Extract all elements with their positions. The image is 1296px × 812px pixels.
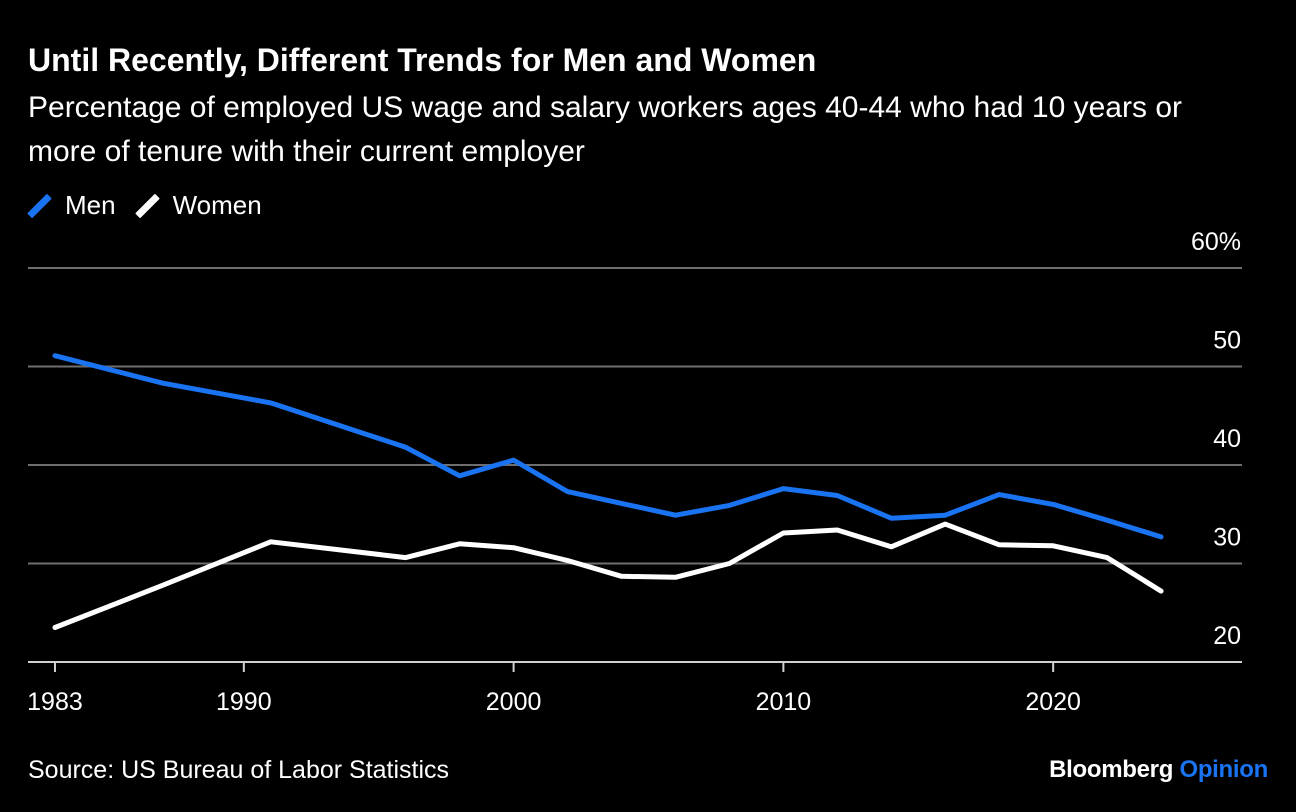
chart-subtitle: Percentage of employed US wage and salar… <box>28 91 1182 168</box>
x-tick-label: 2020 <box>1025 688 1081 716</box>
brand-name: Bloomberg <box>1049 756 1174 783</box>
chart-legend: Men Women <box>27 190 284 221</box>
legend-item-women: Women <box>134 190 262 221</box>
series-line-women <box>52 521 1164 630</box>
brand-accent: Opinion <box>1179 756 1268 783</box>
x-tick-label: 2010 <box>756 688 812 716</box>
chart-title: Until Recently, Different Trends for Men… <box>28 42 817 78</box>
y-tick-label: 40 <box>1213 425 1241 453</box>
x-tick-label: 1990 <box>216 688 272 716</box>
series-line-men <box>52 353 1164 540</box>
legend-label-men: Men <box>65 190 116 220</box>
y-tick-label: 30 <box>1213 524 1241 552</box>
brand-logo: Bloomberg Opinion <box>1049 756 1268 784</box>
x-tick-label: 2000 <box>486 688 542 716</box>
x-tick-label: 1983 <box>27 688 83 716</box>
y-tick-label: 50 <box>1213 327 1241 355</box>
y-tick-label: 60% <box>1191 228 1241 256</box>
y-tick-label: 20 <box>1213 622 1241 650</box>
legend-label-women: Women <box>172 190 262 220</box>
source-note: Source: US Bureau of Labor Statistics <box>28 756 450 784</box>
legend-item-men: Men <box>27 190 116 221</box>
